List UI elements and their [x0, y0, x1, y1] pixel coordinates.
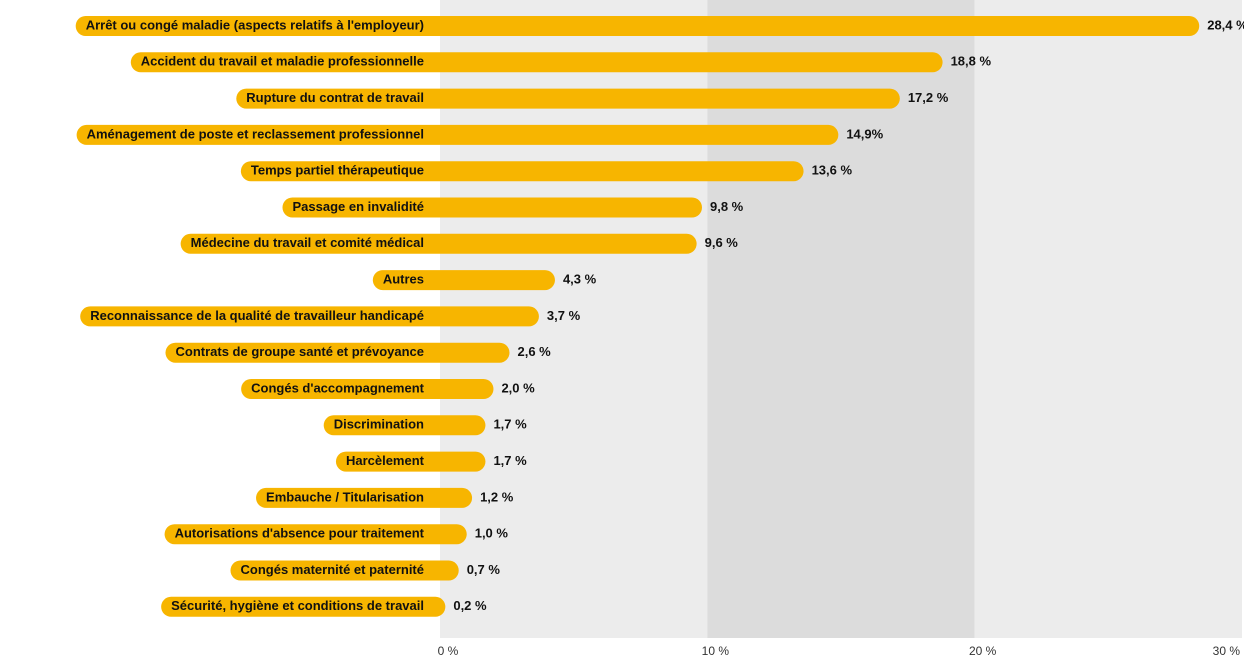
category-label: Congés d'accompagnement — [251, 380, 425, 395]
category-label: Autorisations d'absence pour traitement — [175, 526, 425, 541]
bar — [282, 197, 702, 218]
value-label: 0,7 % — [467, 562, 501, 577]
category-label: Embauche / Titularisation — [266, 489, 424, 504]
bar — [130, 52, 943, 73]
value-label: 0,2 % — [453, 598, 487, 613]
x-tick-label: 20 % — [969, 644, 997, 658]
x-tick-label: 30 % — [1213, 644, 1241, 658]
bar — [323, 415, 486, 436]
bar — [372, 270, 555, 291]
value-label: 9,8 % — [710, 199, 744, 214]
bar — [80, 306, 539, 327]
x-tick-label: 10 % — [702, 644, 730, 658]
bar — [165, 342, 510, 363]
x-tick-label: 0 % — [438, 644, 459, 658]
band — [974, 0, 1242, 638]
category-label: Accident du travail et maladie professio… — [141, 54, 424, 69]
category-label: Arrêt ou congé maladie (aspects relatifs… — [86, 17, 424, 32]
category-label: Autres — [383, 272, 424, 287]
bar — [230, 560, 459, 581]
bar — [241, 379, 494, 399]
value-label: 9,6 % — [705, 235, 739, 250]
value-label: 14,9% — [846, 126, 883, 141]
category-label: Reconnaissance de la qualité de travaill… — [90, 308, 424, 323]
category-label: Discrimination — [334, 417, 424, 432]
category-label: Rupture du contrat de travail — [246, 90, 424, 105]
category-label: Aménagement de poste et reclassement pro… — [87, 126, 424, 141]
bar — [335, 451, 486, 472]
value-label: 1,0 % — [475, 526, 509, 541]
value-label: 4,3 % — [563, 272, 597, 287]
bar — [75, 16, 1200, 36]
value-label: 17,2 % — [908, 90, 949, 105]
category-label: Harcèlement — [346, 453, 425, 468]
bar — [240, 161, 804, 182]
bar — [164, 524, 467, 545]
value-label: 1,7 % — [493, 417, 527, 432]
bar — [76, 124, 839, 145]
category-label: Congés maternité et paternité — [241, 562, 425, 577]
category-label: Passage en invalidité — [292, 199, 424, 214]
category-label: Sécurité, hygiène et conditions de trava… — [171, 598, 424, 613]
bar — [161, 596, 446, 617]
category-label: Médecine du travail et comité médical — [191, 235, 424, 250]
value-label: 1,7 % — [493, 453, 527, 468]
value-label: 28,4 % — [1207, 17, 1244, 32]
bar — [256, 487, 473, 508]
bar — [180, 233, 697, 254]
value-label: 2,0 % — [501, 380, 535, 395]
value-label: 18,8 % — [951, 54, 992, 69]
category-label: Contrats de groupe santé et prévoyance — [175, 344, 424, 359]
value-label: 2,6 % — [518, 344, 552, 359]
value-label: 1,2 % — [480, 489, 514, 504]
bar — [236, 88, 900, 109]
value-label: 3,7 % — [547, 308, 581, 323]
category-label: Temps partiel thérapeutique — [251, 163, 424, 178]
value-label: 13,6 % — [812, 163, 853, 178]
